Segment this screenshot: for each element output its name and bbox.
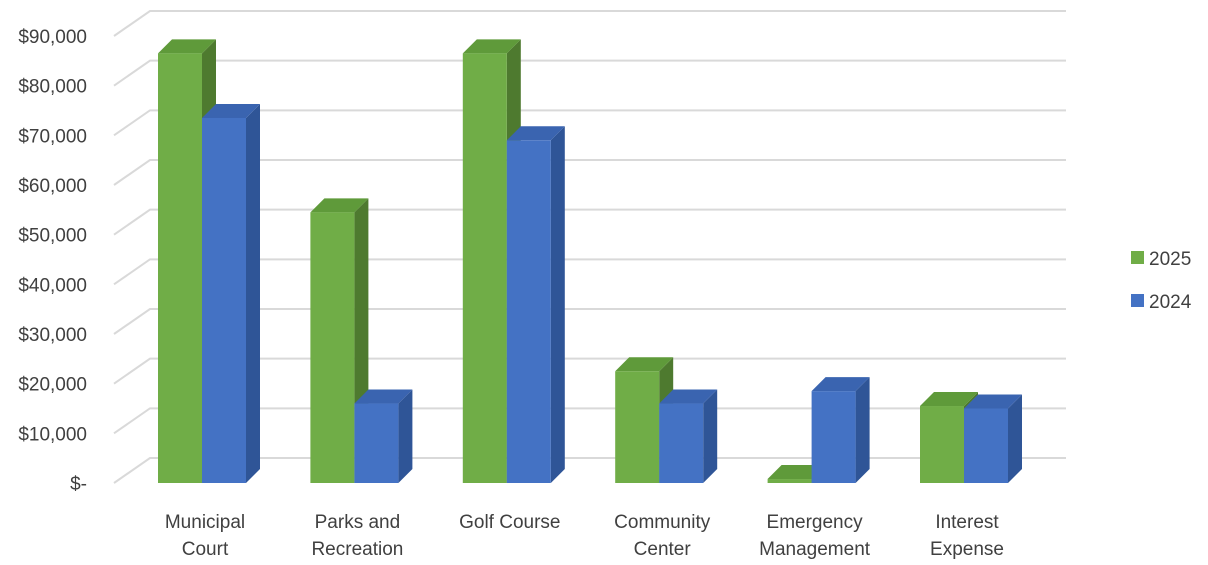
bar-top xyxy=(506,126,565,141)
bar-top xyxy=(462,39,521,54)
bar-front xyxy=(811,391,856,483)
bar-top xyxy=(202,103,260,118)
bar xyxy=(506,126,565,484)
x-axis-labels: Municipal Court Parks and Recreation Golf Co… xyxy=(165,512,1004,560)
gridline xyxy=(113,357,1066,385)
gridline xyxy=(113,258,1066,286)
bar-front xyxy=(615,371,660,483)
legend-swatch xyxy=(1131,251,1144,264)
y-tick-label: $50,000 xyxy=(18,226,87,247)
y-tick-label: $90,000 xyxy=(18,27,87,48)
bar-front xyxy=(767,479,812,483)
bar-side xyxy=(855,377,870,483)
legend: 2025 2024 xyxy=(1131,249,1192,313)
bar-top xyxy=(158,39,216,54)
y-tick-label: $20,000 xyxy=(18,375,87,396)
bar xyxy=(354,389,413,483)
y-tick-label: $70,000 xyxy=(18,126,87,147)
x-category-label: Management xyxy=(759,539,871,560)
gridline xyxy=(113,59,1066,87)
bar-side xyxy=(246,103,260,483)
gridline xyxy=(113,109,1066,137)
x-category-label: Center xyxy=(634,539,692,560)
x-category-label: Expense xyxy=(930,539,1004,560)
bar xyxy=(811,377,870,483)
gridline xyxy=(113,407,1066,435)
legend-label: 2024 xyxy=(1149,292,1192,313)
bar-top xyxy=(659,389,718,404)
bar-side xyxy=(1008,394,1022,483)
bar-front xyxy=(462,53,507,484)
bar-top xyxy=(920,392,978,407)
bar xyxy=(310,198,369,484)
gridline xyxy=(113,208,1066,236)
bar-front xyxy=(310,212,355,484)
bar xyxy=(659,389,718,483)
bar-front xyxy=(506,140,551,484)
x-category-label: Golf Course xyxy=(459,512,560,533)
y-tick-label: $60,000 xyxy=(18,176,87,197)
y-tick-label: $40,000 xyxy=(18,275,87,296)
x-category-label: Recreation xyxy=(311,539,403,560)
bar xyxy=(964,394,1022,483)
bar-side xyxy=(550,126,565,484)
bar-side xyxy=(703,389,718,483)
bar-front xyxy=(964,408,1008,483)
x-category-label: Community xyxy=(614,512,711,533)
bar-front xyxy=(354,403,399,483)
x-category-label: Parks and xyxy=(315,512,401,533)
gridline xyxy=(113,159,1066,186)
bar-front xyxy=(202,117,246,483)
gridline xyxy=(113,457,1066,484)
y-tick-label: $80,000 xyxy=(18,77,87,98)
x-category-label: Court xyxy=(182,539,229,560)
x-category-label: Interest xyxy=(935,512,999,533)
bar-top xyxy=(310,198,369,213)
gridline xyxy=(113,10,1066,37)
bar-front xyxy=(920,406,964,483)
bar xyxy=(615,357,674,483)
gridline xyxy=(113,308,1066,335)
gridlines xyxy=(113,10,1066,484)
bars xyxy=(158,39,1022,484)
y-tick-label: $30,000 xyxy=(18,325,87,346)
bar-top xyxy=(964,394,1022,409)
legend-label: 2025 xyxy=(1149,249,1191,270)
bar xyxy=(202,103,260,483)
bar-side xyxy=(398,389,413,483)
x-category-label: Emergency xyxy=(767,512,864,533)
bar-top xyxy=(811,377,870,392)
y-axis-ticks: $- $10,000 $20,000 $30,000 $40,000 $50,000 $60… xyxy=(18,27,87,495)
bar-front xyxy=(659,403,704,483)
x-category-label: Municipal xyxy=(165,512,245,533)
bar-front xyxy=(158,53,202,484)
bar-top xyxy=(354,389,413,404)
y-tick-label: $- xyxy=(70,474,87,495)
bar-top xyxy=(615,357,674,372)
legend-swatch xyxy=(1131,294,1144,307)
bar-top xyxy=(767,465,826,480)
y-tick-label: $10,000 xyxy=(18,424,87,445)
